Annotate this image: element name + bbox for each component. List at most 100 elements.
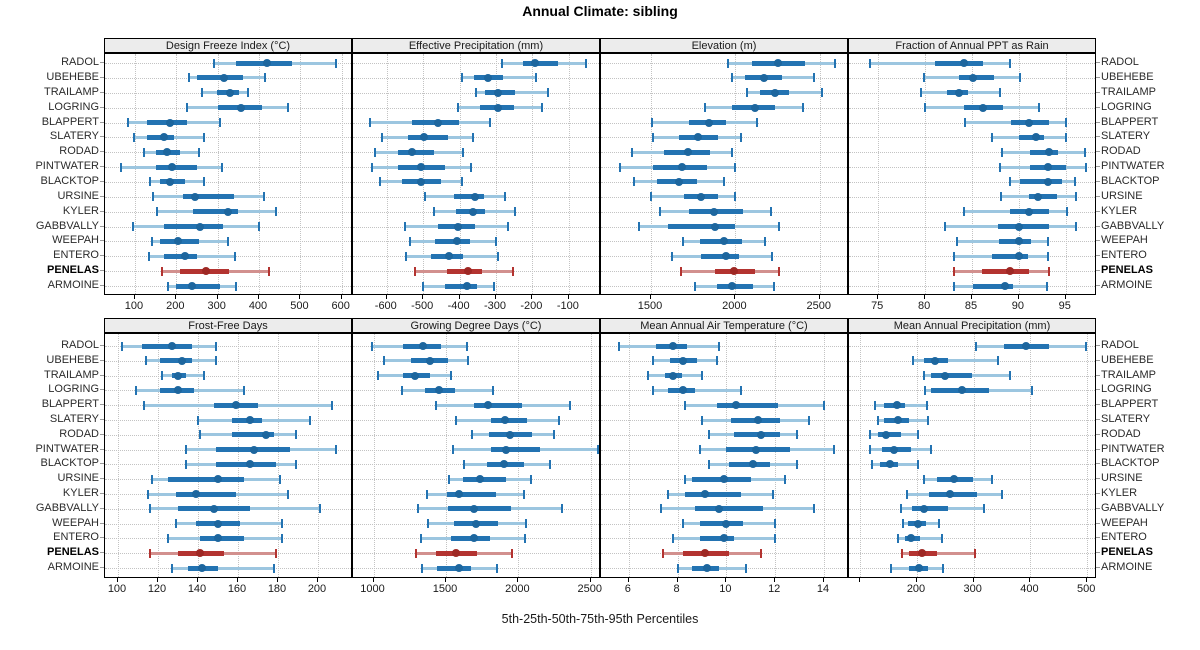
y-tick-left — [100, 255, 104, 257]
x-tick-label: -300 — [483, 300, 507, 312]
site-label-right-kyler: KYLER — [1101, 487, 1138, 499]
site-label-left-logring: LOGRING — [48, 100, 99, 113]
x-gridline — [1065, 54, 1067, 294]
box-25-75-entero — [991, 253, 1029, 259]
cap-5th-pintwater — [370, 162, 373, 172]
y-tick-right — [1096, 76, 1100, 78]
cap-5th-radol — [212, 58, 215, 68]
cap-5th-penelas — [900, 548, 903, 558]
cap-95th-pintwater — [470, 162, 473, 172]
x-tick — [916, 578, 917, 582]
cap-5th-blacktop — [708, 459, 711, 469]
cap-5th-ubehebe — [923, 73, 926, 83]
cap-5th-armoine — [171, 563, 173, 573]
cap-5th-ubehebe — [731, 73, 733, 83]
cap-95th-ubehebe — [1018, 73, 1021, 83]
x-gridline — [860, 334, 862, 577]
site-label-left-armoine: ARMOINE — [47, 279, 99, 291]
cap-5th-radol — [975, 341, 977, 351]
panel-design-freeze-index-c — [104, 53, 352, 295]
cap-5th-radol — [868, 58, 871, 68]
box-25-75-ursine — [454, 194, 484, 200]
x-tick — [1086, 578, 1088, 582]
box-25-75-blacktop — [1019, 179, 1063, 185]
x-tick-label: 500 — [1077, 583, 1096, 595]
site-label-left-ubehebe: UBEHEBE — [46, 353, 99, 366]
site-label-left-gabbvally: GABBVALLY — [35, 501, 99, 514]
cap-5th-slatery — [455, 415, 458, 425]
x-tick-label: 300 — [207, 300, 226, 312]
x-tick-label: 2000 — [505, 583, 530, 595]
x-gridline — [1018, 54, 1020, 294]
cap-5th-ursine — [650, 192, 652, 202]
median-dot-penelas — [918, 549, 927, 558]
median-dot-blappert — [732, 401, 741, 410]
panel-mean-annual-air-temperature-c — [600, 333, 848, 578]
x-gridline — [386, 54, 388, 294]
cap-5th-ursine — [922, 474, 925, 484]
cap-95th-ubehebe — [466, 356, 469, 366]
x-tick — [859, 578, 861, 582]
box-25-75-ubehebe — [197, 75, 243, 81]
cap-5th-gabbvally — [659, 504, 662, 514]
median-dot-ubehebe — [760, 73, 769, 82]
cap-95th-kyler — [522, 489, 525, 499]
cap-5th-penelas — [149, 548, 151, 558]
box-25-75-gabbvally — [912, 506, 949, 512]
median-dot-slatery — [894, 416, 903, 424]
x-tick — [340, 295, 342, 299]
median-dot-blappert — [705, 118, 714, 127]
cap-5th-slatery — [990, 132, 993, 142]
x-gridline — [496, 54, 497, 294]
cap-95th-ursine — [503, 192, 506, 202]
x-gridline — [651, 54, 652, 294]
cap-5th-slatery — [380, 132, 383, 142]
x-tick-label: 12 — [768, 583, 781, 595]
median-dot-penelas — [196, 549, 204, 558]
row-gridline — [353, 346, 599, 347]
site-label-left-entero: ENTERO — [53, 249, 99, 262]
cap-5th-rodad — [708, 430, 711, 440]
median-dot-armoine — [463, 282, 472, 290]
median-dot-kyler — [710, 207, 718, 216]
median-dot-blacktop — [749, 460, 758, 469]
x-tick-label: 200 — [906, 583, 926, 595]
panel-strip-elevation-m: Elevation (m) — [600, 38, 848, 53]
median-dot-entero — [469, 534, 478, 543]
cap-5th-armoine — [953, 281, 956, 291]
cap-5th-weepah — [956, 236, 958, 246]
cap-5th-trailamp — [647, 371, 650, 381]
cap-95th-rodad — [552, 430, 555, 440]
x-tick-label: 100 — [124, 300, 144, 312]
y-tick-left — [100, 210, 104, 212]
median-dot-armoine — [1000, 282, 1009, 290]
y-tick-left — [100, 448, 104, 450]
box-25-75-armoine — [445, 283, 477, 289]
x-gridline — [878, 54, 880, 294]
cap-5th-gabbvally — [131, 222, 134, 231]
median-dot-radol — [668, 342, 677, 350]
site-label-right-ubehebe: UBEHEBE — [1101, 353, 1154, 366]
y-tick-right — [1096, 210, 1100, 212]
box-25-75-radol — [523, 60, 558, 66]
site-label-left-trailamp: TRAILAMP — [43, 85, 99, 98]
cap-95th-kyler — [274, 207, 277, 217]
median-dot-radol — [168, 342, 176, 350]
cap-95th-blacktop — [461, 177, 464, 187]
cap-5th-trailamp — [376, 371, 379, 381]
cap-95th-entero — [281, 533, 283, 543]
median-dot-penelas — [463, 267, 472, 276]
row-gridline — [849, 464, 1095, 466]
panel-fraction-of-annual-ppt-as-rain — [848, 53, 1096, 295]
median-dot-ubehebe — [219, 73, 228, 82]
y-tick-left — [100, 374, 104, 376]
x-tick — [495, 295, 496, 299]
site-label-right-entero: ENTERO — [1101, 531, 1147, 544]
whisker-5-95-penelas — [901, 551, 976, 555]
row-gridline — [105, 137, 351, 139]
median-dot-kyler — [223, 207, 232, 216]
y-tick-left — [100, 433, 104, 435]
cap-5th-weepah — [427, 519, 430, 529]
x-tick-label: 1500 — [432, 583, 458, 595]
cap-5th-trailamp — [922, 371, 925, 381]
